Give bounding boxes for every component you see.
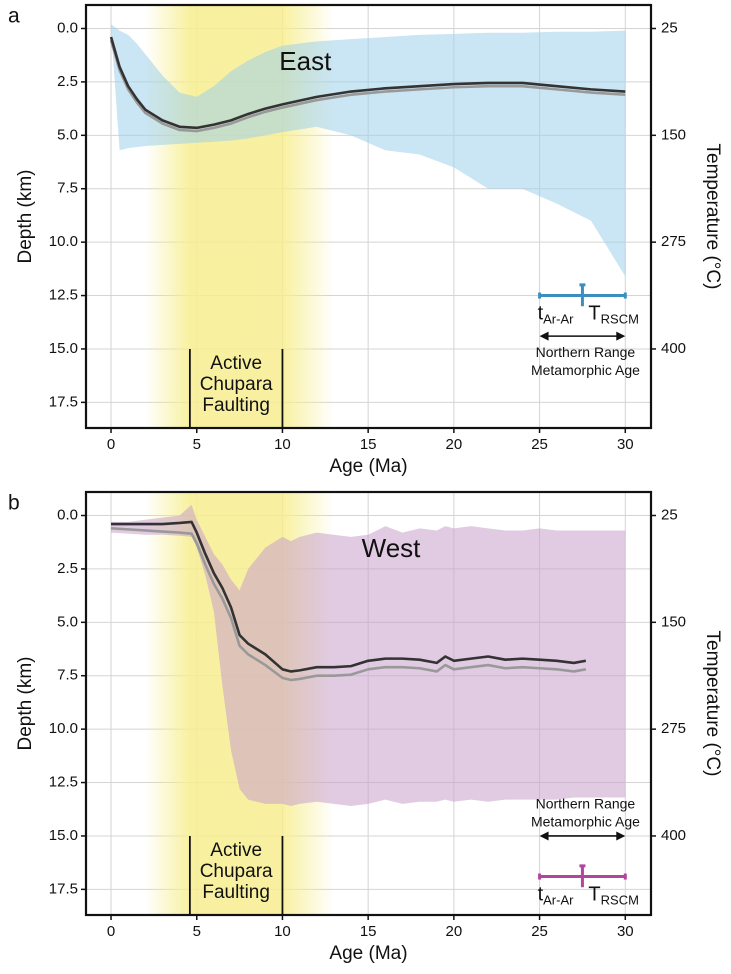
y2-tick-label: 275 [661,233,686,250]
arrow-head [616,831,626,841]
y-tick-label: 12.5 [49,287,78,304]
x-tick-label: 30 [617,436,634,453]
y2-tick-label: 150 [661,613,686,630]
y-tick-label: 5.0 [57,613,78,630]
y-axis-label: Depth (km) [15,657,36,751]
x-tick-label: 0 [107,436,115,453]
error-label-sub: Ar-Ar [543,312,574,327]
y-axis-label: Depth (km) [15,170,36,264]
panel-label: a [8,5,20,28]
y2-tick-label: 400 [661,340,686,357]
x-tick-label: 10 [274,923,291,940]
fault-label: Active [210,353,262,374]
y2-tick-label: 400 [661,827,686,844]
y2-tick-label: 25 [661,506,678,523]
error-label-main: T [588,884,600,906]
error-label-sub: Ar-Ar [543,893,574,908]
depth-envelope [111,504,626,807]
y-tick-label: 17.5 [49,393,78,410]
y-tick-label: 15.0 [49,340,78,357]
x-tick-label: 15 [360,923,377,940]
region-label: West [362,533,422,563]
age-label: Northern Range [536,344,636,360]
y-tick-label: 15.0 [49,827,78,844]
y2-axis-label: Temperature (°C) [702,631,723,777]
x-tick-label: 30 [617,923,634,940]
fault-label: Active [210,840,262,861]
y-tick-label: 12.5 [49,774,78,791]
y-tick-label: 0.0 [57,19,78,36]
error-label-sub: RSCM [601,312,639,327]
depth-line [109,39,626,133]
error-label: tAr-Ar [538,884,575,908]
error-label: TRSCM [588,884,639,908]
depth-line [110,527,587,682]
y2-tick-label: 275 [661,720,686,737]
fault-label: Chupara [200,861,273,882]
y-tick-label: 0.0 [57,506,78,523]
y2-axis-label: Temperature (°C) [702,144,723,290]
x-axis-label: Age (Ma) [329,943,407,964]
x-tick-label: 15 [360,436,377,453]
panel-label: b [8,492,20,515]
error-label-main: t [538,303,544,325]
x-axis-label: Age (Ma) [329,456,407,477]
age-label: Metamorphic Age [531,814,640,830]
y-tick-label: 10.0 [49,720,78,737]
error-label-main: T [588,303,600,325]
depth-line [111,520,587,673]
arrow-head [539,331,549,341]
x-tick-label: 5 [193,923,201,940]
error-label: TRSCM [588,303,639,327]
plot-area [86,492,651,915]
x-tick-label: 25 [531,923,548,940]
fault-label: Faulting [202,882,270,903]
y-tick-label: 17.5 [49,880,78,897]
x-tick-label: 20 [446,436,463,453]
x-tick-label: 5 [193,436,201,453]
y-tick-label: 7.5 [57,180,78,197]
depth-line [109,36,626,130]
error-label: tAr-Ar [538,303,575,327]
error-label-sub: RSCM [601,893,639,908]
fault-label: Chupara [200,374,273,395]
arrow-head [539,831,549,841]
region-label: East [279,46,332,76]
x-tick-label: 20 [446,923,463,940]
plot-area [86,5,651,428]
y-tick-label: 7.5 [57,667,78,684]
age-label: Northern Range [536,796,636,812]
y2-tick-label: 150 [661,126,686,143]
x-tick-label: 25 [531,436,548,453]
y-tick-label: 2.5 [57,73,78,90]
error-label-main: t [538,884,544,906]
x-tick-label: 0 [107,923,115,940]
x-tick-label: 10 [274,436,291,453]
y-tick-label: 2.5 [57,560,78,577]
y2-tick-label: 25 [661,19,678,36]
fault-label: Faulting [202,395,270,416]
age-label: Metamorphic Age [531,362,640,378]
y-tick-label: 5.0 [57,126,78,143]
arrow-head [616,331,626,341]
y-tick-label: 10.0 [49,233,78,250]
